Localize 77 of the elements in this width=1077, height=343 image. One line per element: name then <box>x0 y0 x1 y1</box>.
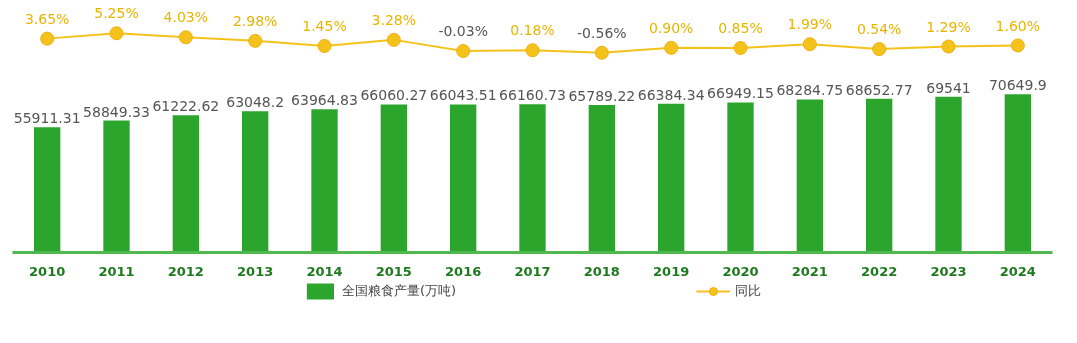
data-label: 4.03% <box>163 9 209 26</box>
bar <box>311 109 338 253</box>
bar <box>33 127 61 253</box>
bar <box>727 102 754 253</box>
data-label: 66949.15 <box>707 85 774 102</box>
x-tick-label: 2015 <box>375 263 412 279</box>
data-label: 3.28% <box>371 11 417 28</box>
data-label: 2.98% <box>232 12 278 29</box>
data-label: 66043.51 <box>429 87 497 104</box>
data-label: 65789.22 <box>568 88 636 105</box>
data-label: 66060.27 <box>360 87 428 104</box>
data-label: 5.25% <box>94 5 139 22</box>
point <box>733 41 748 56</box>
x-tick-label: 2019 <box>653 263 690 279</box>
data-label: -0.03% <box>438 22 488 39</box>
data-label: 69541 <box>926 79 971 96</box>
x-tick-label: 2016 <box>445 263 482 279</box>
data-label: 0.18% <box>510 22 555 39</box>
x-tick-label: 2024 <box>999 263 1036 279</box>
bar <box>449 104 477 253</box>
point <box>109 26 124 41</box>
data-label: 68284.75 <box>776 82 844 99</box>
x-tick-label: 2017 <box>514 263 551 279</box>
point <box>456 43 471 58</box>
data-label: 66160.73 <box>499 87 566 104</box>
bar <box>519 104 546 253</box>
data-label: 63048.2 <box>226 94 285 111</box>
data-label: -0.56% <box>577 24 627 41</box>
x-tick-label: 2010 <box>29 263 66 279</box>
point <box>594 45 609 60</box>
bar <box>865 98 893 253</box>
x-tick-label: 2023 <box>930 263 967 279</box>
x-tick-label: 2022 <box>861 263 898 279</box>
bar <box>241 111 269 253</box>
point <box>872 42 887 57</box>
legend-label: 全国粮食产量(万吨) <box>341 282 457 300</box>
point <box>178 30 193 45</box>
data-label: 61222.62 <box>152 98 220 115</box>
x-tick-label: 2013 <box>237 263 274 279</box>
data-label: 1.29% <box>926 18 971 35</box>
bar <box>172 115 200 253</box>
data-label: 0.54% <box>856 21 902 38</box>
point <box>941 39 956 54</box>
bar <box>588 105 616 253</box>
bar <box>380 104 408 253</box>
data-label: 1.99% <box>787 16 833 33</box>
data-label: 55911.31 <box>13 110 81 127</box>
data-label: 1.45% <box>302 18 347 35</box>
data-label: 58849.33 <box>83 103 150 120</box>
data-label: 1.60% <box>995 17 1041 34</box>
data-label: 63964.83 <box>291 92 358 109</box>
x-tick-label: 2018 <box>583 263 620 279</box>
data-label: 3.65% <box>24 10 70 27</box>
x-tick-label: 2011 <box>98 263 135 279</box>
bar <box>1004 94 1032 253</box>
x-tick-label: 2020 <box>722 263 759 279</box>
legend-label: 同比 <box>735 282 762 300</box>
point <box>802 37 817 52</box>
point <box>1010 38 1025 53</box>
bar <box>103 120 130 253</box>
point <box>386 32 401 47</box>
point <box>248 33 263 48</box>
data-label: 66384.34 <box>637 86 705 103</box>
point <box>40 31 55 46</box>
data-label: 0.90% <box>648 19 694 36</box>
data-label: 68652.77 <box>845 81 913 98</box>
data-label: 70649.9 <box>988 77 1047 94</box>
point <box>525 43 540 58</box>
x-tick-label: 2014 <box>306 263 343 279</box>
bar <box>935 96 962 253</box>
point <box>664 40 679 55</box>
data-label: 0.85% <box>718 20 763 37</box>
point <box>317 39 332 53</box>
x-tick-label: 2012 <box>167 263 204 279</box>
bar <box>796 99 824 253</box>
x-tick-label: 2021 <box>791 263 828 279</box>
bar <box>657 103 685 253</box>
